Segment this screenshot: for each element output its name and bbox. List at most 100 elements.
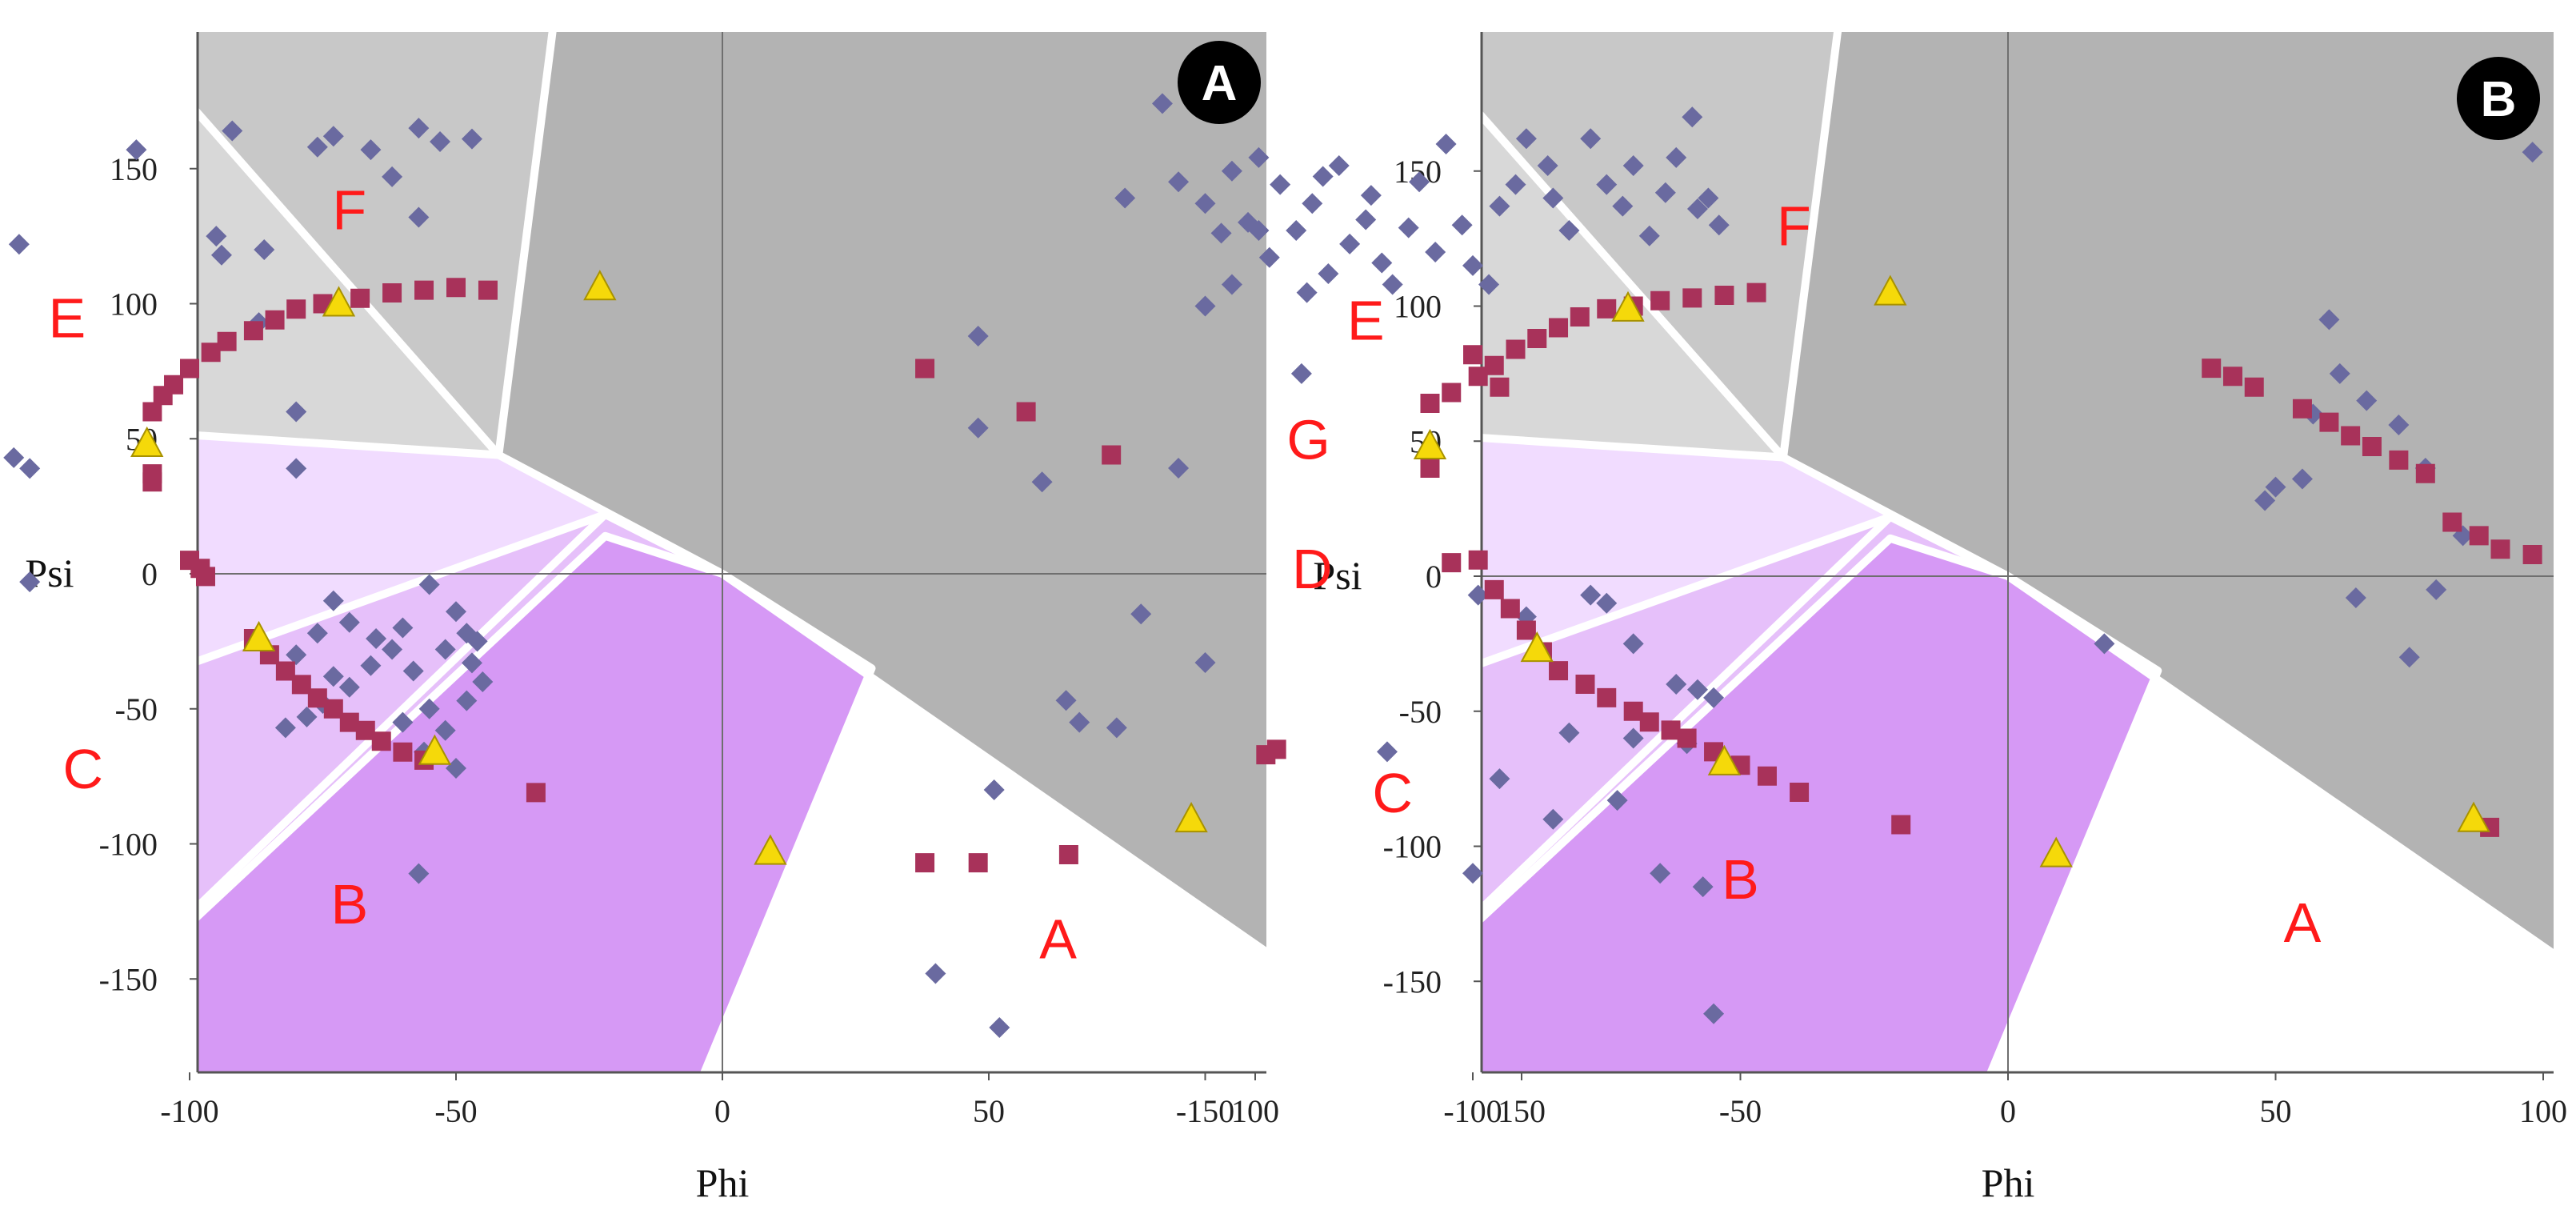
diamond-point [2388,415,2410,435]
diamond-point [1489,768,1510,790]
diamond-point [1151,93,1173,114]
diamond-point [2426,579,2447,600]
square-point [350,288,370,308]
square-point [2522,545,2542,564]
square-point [1682,288,1702,308]
diamond-point [402,660,424,682]
square-point [2222,367,2242,387]
square-point [1484,579,1504,599]
x-tick-label: 150 [1498,1093,1546,1129]
square-point [915,853,935,873]
diamond-point [1106,717,1127,739]
region-boundary [494,32,557,456]
square-point [1102,445,1122,465]
region-map [1482,32,2554,1072]
diamond-point [408,118,430,139]
diamond-point [322,666,344,687]
diamond-point [1708,214,1730,236]
square-point [1442,553,1462,573]
square-point [1484,355,1504,375]
diamond-point [1666,674,1687,695]
diamond-point [286,401,307,423]
x-tick-label: 100 [1231,1093,1279,1129]
square-point [393,742,413,762]
square-series [142,278,1286,873]
diamond-series [3,118,1623,1038]
square-point [1016,402,1036,422]
region-boundary [1986,572,2162,1072]
x-tick-label: -150 [1176,1093,1234,1129]
region-boundary [1482,534,2010,924]
diamond-point [1318,263,1339,284]
diamond-point [1542,187,1564,209]
diamond-point [1650,863,1671,884]
square-point [526,783,546,803]
y-tick-label: -150 [1383,964,1442,1000]
diamond-point [430,131,451,152]
diamond-point [1622,727,1644,749]
diamond-point [254,239,275,260]
diamond-point [322,126,344,147]
diamond-point [434,719,456,741]
diamond-point [360,139,382,161]
diamond-point [1622,155,1644,176]
diamond-point [8,234,30,255]
diamond-point [1425,242,1446,262]
diamond-point [2254,490,2276,511]
square-point [1516,620,1536,640]
triangle-point [1874,274,1907,306]
diamond-point [1686,198,1708,219]
diamond-point [1580,128,1602,150]
square-point [164,375,184,395]
region-boundary [1482,110,1786,460]
square-point [1891,815,1911,835]
x-tick-label: -100 [1443,1093,1502,1129]
region-boundary [198,106,502,458]
square-series [1420,282,2542,837]
square-point [2202,359,2222,379]
triangle-point [2039,836,2073,867]
triangle-point [1707,744,1742,775]
square-point [180,359,199,379]
square-point [1549,318,1569,338]
square-point [1266,739,1286,759]
triangle-point [418,734,452,765]
diamond-point [1638,225,1660,246]
triangle-point [242,620,276,651]
x-axis-title: Phi [696,1160,750,1205]
y-tick-label: 100 [1394,289,1442,325]
diamond-point [1371,252,1393,274]
region-boundary [1779,32,1842,459]
diamond-point [2356,390,2378,411]
diamond-point [1328,155,1350,176]
diamond-point [296,706,318,727]
x-tick-label: 0 [714,1093,730,1129]
square-point [1677,728,1697,748]
diamond-point [456,623,478,644]
x-axis-title: Phi [1982,1160,2035,1205]
square-point [915,359,935,379]
x-tick-label: 100 [2519,1093,2567,1129]
diamond-point [1462,254,1483,276]
y-tick-label: -100 [1383,829,1442,865]
panel-badge-label: B [2481,72,2517,127]
square-point [1527,329,1547,348]
y-tick-label: -50 [115,691,158,727]
diamond-point [1654,182,1676,203]
diamond-point [1270,174,1291,195]
triangle-point [1413,428,1447,459]
region-boundary [1482,514,1894,914]
diamond-point [392,617,414,639]
square-point [371,731,391,751]
square-point [142,464,162,484]
triangle-point [1611,290,1645,322]
diamond-point [1558,220,1580,241]
diamond-point [1612,195,1634,217]
square-point [2362,437,2382,456]
region-g-area [1783,32,2554,954]
square-point [2389,450,2409,470]
y-tick-label: 100 [110,286,158,323]
diamond-point [1296,282,1318,303]
diamond-point [3,447,25,468]
diamond-point [2329,363,2350,384]
